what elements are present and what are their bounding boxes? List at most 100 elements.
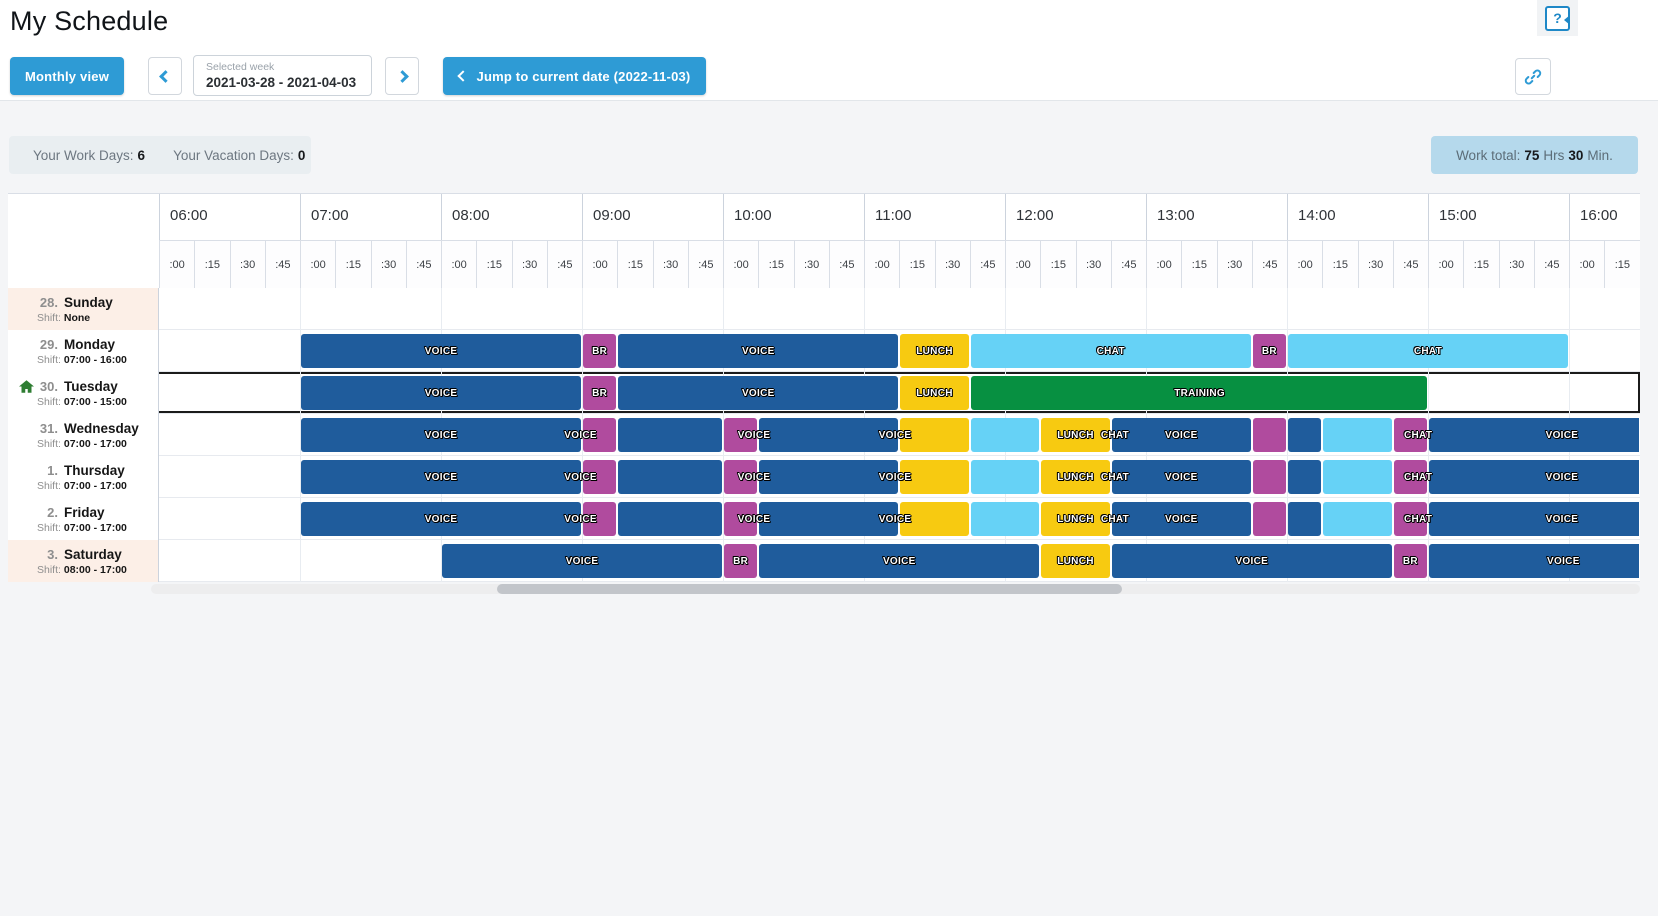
schedule-block-br[interactable] [724,544,758,578]
hour-gridline [582,498,583,540]
hour-gridline [582,456,583,498]
schedule-block-voice[interactable] [618,418,722,452]
schedule-block-voice[interactable] [759,544,1040,578]
schedule-block-br[interactable] [583,502,617,536]
help-icon-fold [1564,14,1570,25]
help-question-glyph: ? [1553,10,1562,26]
schedule-block-br[interactable] [1393,544,1427,578]
schedule-block-lunch[interactable] [1041,544,1110,578]
schedule-block-voice[interactable] [301,502,581,536]
vacation-days-stat: Your Vacation Days: 0 [173,147,306,163]
schedule-block-lunch[interactable] [1041,418,1110,452]
schedule-block-voice[interactable] [1288,502,1322,536]
schedule-table: 06:00:00:15:30:45 07:00:00:15:30:45 08:00:… [8,193,1640,582]
schedule-block-lunch[interactable] [900,460,969,494]
schedule-block-chat[interactable] [970,334,1251,368]
quarter-header-cell: :00 [723,240,759,288]
hour-header-cell: 12:00 [1005,194,1146,240]
schedule-block-voice[interactable] [301,418,581,452]
day-row-tuesday[interactable]: 30. Tuesday Shift: 07:00 - 15:00 VOICE BR VOI… [8,372,1640,414]
day-shift: Shift: 07:00 - 16:00 [37,354,127,366]
day-row-wednesday[interactable]: 31. Wednesday Shift: 07:00 - 17:00 VOICE VOI… [8,414,1640,456]
schedule-block-voice[interactable] [759,418,899,452]
schedule-block-br[interactable] [583,418,617,452]
hour-header-cell: 09:00 [582,194,723,240]
schedule-block-voice[interactable] [618,334,899,368]
hour-gridline [723,288,724,330]
day-row-saturday[interactable]: 3. Saturday Shift: 08:00 - 17:00 VOICE BR VOI… [8,540,1640,582]
schedule-block-chat[interactable] [970,460,1040,494]
work-total-minutes: 30 [1568,147,1584,163]
schedule-block-voice[interactable] [442,544,722,578]
day-number: 28. [39,295,58,310]
schedule-block-voice[interactable] [1111,460,1251,494]
schedule-block-br[interactable] [583,376,617,410]
schedule-block-br[interactable] [724,502,758,536]
shift-label: Shift: [37,480,61,492]
schedule-block-br[interactable] [724,460,758,494]
schedule-block-br[interactable] [724,418,758,452]
schedule-block-voice[interactable] [1111,418,1251,452]
hour-gridline [1287,288,1288,330]
schedule-block-voice[interactable] [759,502,899,536]
schedule-block-br[interactable] [583,334,617,368]
schedule-block-chat[interactable] [1323,460,1392,494]
horizontal-scrollbar-track[interactable] [151,584,1640,594]
schedule-block-chat[interactable] [970,418,1040,452]
schedule-block-br[interactable] [583,460,617,494]
schedule-block-voice[interactable] [618,460,722,494]
schedule-block-br[interactable] [1252,502,1286,536]
schedule-block-lunch[interactable] [1041,502,1110,536]
schedule-block-voice[interactable] [1111,502,1251,536]
schedule-block-br[interactable] [1252,334,1286,368]
horizontal-scrollbar-thumb[interactable] [497,584,1122,594]
schedule-block-voice[interactable] [301,460,581,494]
quarter-header-cell: :45 [546,240,582,288]
schedule-block-training[interactable] [970,376,1427,410]
schedule-block-chat[interactable] [970,502,1040,536]
day-row-friday[interactable]: 2. Friday Shift: 07:00 - 17:00 VOICE VOICE VO… [8,498,1640,540]
selected-week-box[interactable]: Selected week 2021-03-28 - 2021-04-03 [193,55,372,96]
schedule-block-chat[interactable] [1288,334,1568,368]
schedule-block-br[interactable] [1393,460,1427,494]
monthly-view-button[interactable]: Monthly view [10,57,124,95]
schedule-block-chat[interactable] [1323,502,1392,536]
schedule-block-lunch[interactable] [900,418,969,452]
schedule-block-lunch[interactable] [1041,460,1110,494]
schedule-block-voice[interactable] [1429,544,1639,578]
schedule-block-lunch[interactable] [900,376,969,410]
hour-gridline [1428,498,1429,540]
previous-week-button[interactable] [148,57,182,95]
schedule-block-lunch[interactable] [900,334,969,368]
schedule-block-voice[interactable] [1288,418,1322,452]
help-icon[interactable]: ? [1545,5,1570,31]
schedule-block-br[interactable] [1393,418,1427,452]
schedule-block-voice[interactable] [1429,502,1639,536]
schedule-block-voice[interactable] [618,376,899,410]
schedule-block-voice[interactable] [1429,418,1639,452]
day-title: 2. Friday [32,504,104,522]
quarter-header-cell: :00 [1005,240,1041,288]
quarter-header-cell: :45 [405,240,441,288]
schedule-block-voice[interactable] [1429,460,1639,494]
day-row-thursday[interactable]: 1. Thursday Shift: 07:00 - 17:00 VOICE VOICE… [8,456,1640,498]
next-week-button[interactable] [385,57,419,95]
schedule-block-voice[interactable] [1111,544,1392,578]
schedule-block-lunch[interactable] [900,502,969,536]
schedule-block-voice[interactable] [301,376,581,410]
schedule-block-br[interactable] [1252,460,1286,494]
day-row-sunday[interactable]: 28. Sunday Shift: None [8,288,1640,330]
quarter-header-cell: :00 [1287,240,1323,288]
schedule-block-br[interactable] [1252,418,1286,452]
schedule-block-voice[interactable] [1288,460,1322,494]
schedule-block-br[interactable] [1393,502,1427,536]
schedule-block-voice[interactable] [759,460,899,494]
schedule-block-chat[interactable] [1323,418,1392,452]
jump-to-current-date-button[interactable]: Jump to current date (2022-11-03) [443,57,706,95]
copy-link-button[interactable] [1515,58,1551,95]
hour-gridline [1146,288,1147,330]
day-row-monday[interactable]: 29. Monday Shift: 07:00 - 16:00 VOICE BR VOIC… [8,330,1640,372]
schedule-block-voice[interactable] [618,502,722,536]
schedule-block-voice[interactable] [301,334,581,368]
hour-header-cell: 11:00 [864,194,1005,240]
